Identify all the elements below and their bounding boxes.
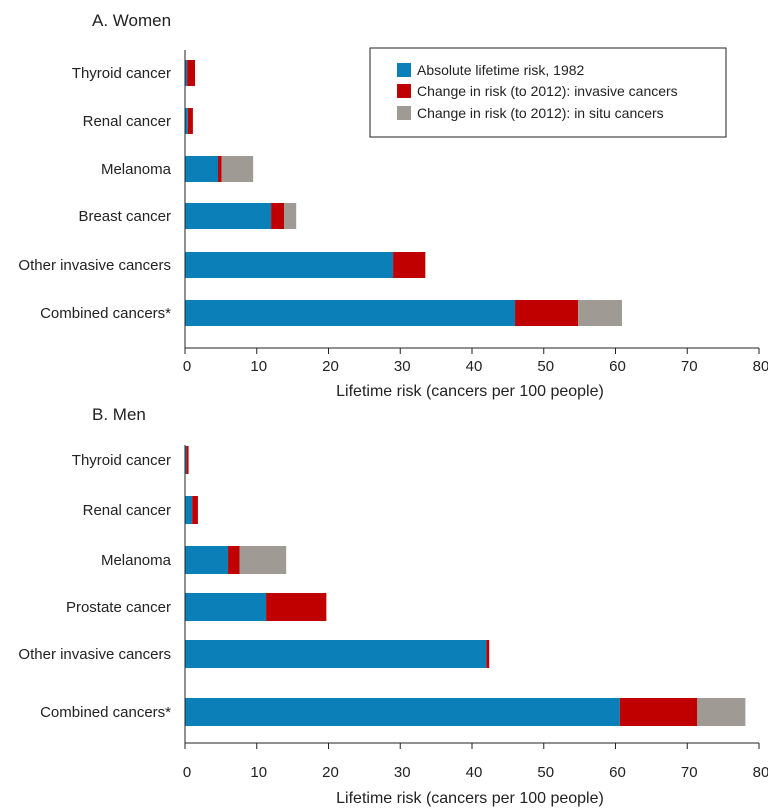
x-ticks-men: 0 10 20 30 40 50 60 70 80 — [183, 743, 768, 781]
x-tick-label: 0 — [183, 764, 191, 781]
legend-swatch-absolute — [397, 63, 411, 77]
x-axis-label-women: Lifetime risk (cancers per 100 people) — [336, 383, 604, 400]
category-label: Melanoma — [101, 552, 172, 569]
bar-segment-absolute — [185, 156, 219, 182]
category-label: Other invasive cancers — [18, 257, 171, 274]
x-tick-label: 10 — [250, 358, 267, 375]
x-tick-label: 80 — [753, 358, 768, 375]
x-axis-label-men: Lifetime risk (cancers per 100 people) — [336, 790, 604, 807]
x-tick-label: 70 — [681, 764, 698, 781]
bar-segment-absolute — [185, 203, 272, 229]
bar-segment-absolute — [185, 300, 516, 326]
x-tick-label: 60 — [609, 358, 626, 375]
bar-segment-invasive — [186, 446, 189, 474]
x-tick-label: 40 — [466, 764, 483, 781]
bar-segment-invasive — [187, 108, 193, 134]
x-tick-label: 20 — [322, 764, 339, 781]
legend-label-invasive: Change in risk (to 2012): invasive cance… — [417, 83, 678, 99]
legend-swatch-invasive — [397, 84, 411, 98]
category-label: Prostate cancer — [66, 599, 171, 616]
x-tick-label: 30 — [394, 358, 411, 375]
x-tick-label: 80 — [753, 764, 768, 781]
bar-segment-invasive — [187, 60, 196, 86]
x-tick-label: 0 — [183, 358, 191, 375]
category-label: Melanoma — [101, 161, 172, 178]
legend: Absolute lifetime risk, 1982 Change in r… — [369, 47, 727, 138]
bar-segment-invasive — [515, 300, 579, 326]
legend-label-absolute: Absolute lifetime risk, 1982 — [417, 62, 585, 78]
x-tick-label: 30 — [394, 764, 411, 781]
category-label: Combined cancers* — [40, 704, 171, 721]
bar-segment-invasive — [228, 546, 240, 574]
category-label: Combined cancers* — [40, 305, 171, 322]
bar-segment-invasive — [619, 698, 698, 726]
category-label: Breast cancer — [78, 208, 171, 225]
bar-segment-invasive — [271, 203, 285, 229]
category-label: Renal cancer — [83, 502, 171, 519]
x-tick-label: 70 — [681, 358, 698, 375]
bar-segment-absolute — [185, 60, 188, 86]
bar-segment-insitu — [221, 156, 254, 182]
bar-segment-insitu — [697, 698, 746, 726]
bar-segment-invasive — [266, 593, 327, 621]
panel-title-women: A. Women — [92, 11, 171, 30]
bar-segment-absolute — [185, 252, 394, 278]
panel-title-men: B. Men — [92, 405, 146, 424]
category-label: Thyroid cancer — [72, 452, 171, 469]
bar-segment-invasive — [393, 252, 426, 278]
bar-segment-insitu — [239, 546, 287, 574]
legend-label-insitu: Change in risk (to 2012): in situ cancer… — [417, 105, 664, 121]
panel-women: A. Women Thyroid cancer Renal cancer Melan… — [18, 11, 768, 400]
x-ticks-women: 0 10 20 30 40 50 60 70 80 — [183, 348, 768, 375]
bar-segment-absolute — [185, 546, 229, 574]
bars-women: Thyroid cancer Renal cancer Melanoma Breast… — [18, 60, 622, 326]
category-label: Other invasive cancers — [18, 646, 171, 663]
x-tick-label: 10 — [250, 764, 267, 781]
bar-segment-absolute — [185, 108, 188, 134]
panel-men: B. Men Thyroid cancer Renal cancer Melanom… — [18, 405, 768, 807]
bar-segment-absolute — [185, 496, 193, 524]
bar-segment-absolute — [185, 593, 267, 621]
bar-segment-absolute — [185, 446, 187, 474]
x-tick-label: 50 — [537, 764, 554, 781]
category-label: Thyroid cancer — [72, 65, 171, 82]
bar-segment-invasive — [486, 640, 490, 668]
bar-segment-invasive — [218, 156, 222, 182]
x-tick-label: 60 — [609, 764, 626, 781]
x-tick-label: 40 — [466, 358, 483, 375]
bar-segment-insitu — [578, 300, 622, 326]
bars-men: Thyroid cancer Renal cancer Melanoma Prosta… — [18, 446, 746, 726]
category-label: Renal cancer — [83, 113, 171, 130]
bar-segment-invasive — [192, 496, 198, 524]
bar-segment-absolute — [185, 640, 487, 668]
x-tick-label: 50 — [537, 358, 554, 375]
legend-swatch-insitu — [397, 106, 411, 120]
bar-segment-insitu — [284, 203, 297, 229]
bar-segment-absolute — [185, 698, 620, 726]
x-tick-label: 20 — [322, 358, 339, 375]
legend-box — [369, 47, 727, 138]
